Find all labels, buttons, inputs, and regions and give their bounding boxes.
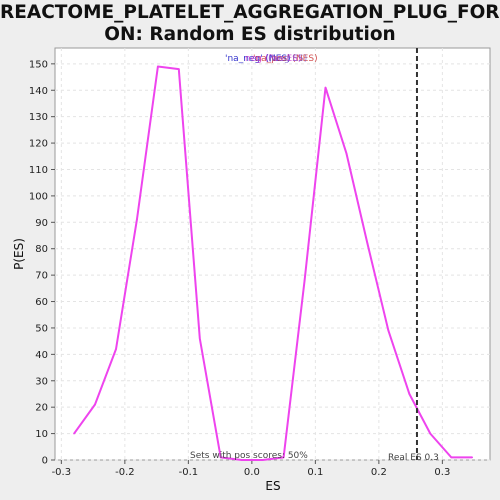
- legend: 'na_neg' (NES) 'na_pos' (NES) neg (Pos E…: [225, 54, 318, 64]
- es-distribution-line: [73, 65, 473, 461]
- x-tick-label: 0.2: [371, 467, 387, 478]
- y-tick-label: 150: [29, 59, 48, 70]
- x-tick-label: -0.3: [52, 467, 72, 478]
- chart-title-line-1: REACTOME_PLATELET_AGGREGATION_PLUG_FORMA…: [0, 2, 500, 23]
- data-point: [282, 456, 285, 459]
- data-point: [198, 337, 201, 340]
- data-point: [136, 218, 138, 221]
- pos-scores-annotation: Sets with pos scores: 50%: [190, 451, 308, 461]
- data-point: [157, 65, 159, 68]
- y-tick-label: 0: [42, 456, 48, 467]
- y-tick-label: 40: [35, 350, 48, 361]
- data-point: [240, 459, 243, 461]
- data-point: [408, 393, 411, 395]
- y-axis-title: P(ES): [12, 238, 26, 270]
- y-tick-label: 70: [35, 271, 48, 282]
- y-tick-label: 20: [35, 403, 48, 414]
- y-tick-label: 50: [35, 323, 48, 334]
- y-tick-label: 130: [29, 112, 48, 123]
- y-tick-label: 60: [35, 297, 48, 308]
- x-tick-label: 0.3: [434, 467, 450, 478]
- y-tick-label: 140: [29, 86, 48, 97]
- y-tick-label: 80: [35, 244, 48, 255]
- x-tick-label: -0.1: [179, 467, 199, 478]
- data-point: [261, 459, 264, 461]
- legend-entry-na-pos: 'na_pos' (NES): [253, 54, 318, 64]
- data-point: [219, 456, 222, 459]
- y-tick-label: 10: [35, 429, 48, 440]
- x-axis-title: ES: [265, 479, 280, 493]
- data-point: [450, 456, 453, 459]
- chart-title-line-2: ON: Random ES distribution: [104, 24, 396, 45]
- y-tick-label: 100: [29, 191, 48, 202]
- plot-area: [54, 47, 491, 461]
- y-tick-label: 90: [35, 218, 48, 229]
- data-point: [178, 68, 180, 70]
- data-point: [471, 456, 474, 459]
- data-point: [345, 152, 348, 155]
- y-tick-label: 30: [35, 376, 48, 387]
- legend-entry-neg-es: (Neg ES): [268, 54, 307, 64]
- data-point: [94, 403, 96, 406]
- data-point: [115, 348, 117, 350]
- data-point: [429, 432, 432, 435]
- legend-entry-na-neg: 'na_neg' (NES): [225, 54, 291, 64]
- data-point: [387, 329, 390, 332]
- data-point: [324, 86, 327, 89]
- y-tick-label: 120: [29, 139, 48, 150]
- chart-title: REACTOME_PLATELET_AGGREGATION_PLUG_FORMA…: [0, 2, 500, 46]
- series-layer: [73, 65, 474, 461]
- x-tick-label: -0.2: [115, 467, 135, 478]
- x-tick-label: 0.0: [244, 467, 260, 478]
- axes: 0 10 20 30 40 50 60 70 80 90 100 110 120 130 140 150 -0.…: [29, 59, 450, 478]
- x-tick-label: 0.1: [307, 467, 323, 478]
- data-point: [366, 242, 369, 245]
- y-tick-label: 110: [29, 165, 48, 176]
- real-es-annotation: Real ES 0.3: [388, 453, 439, 463]
- data-point: [303, 279, 306, 282]
- legend-entry-neg-pos-es: neg (Pos ES): [245, 54, 301, 64]
- data-point: [73, 432, 75, 435]
